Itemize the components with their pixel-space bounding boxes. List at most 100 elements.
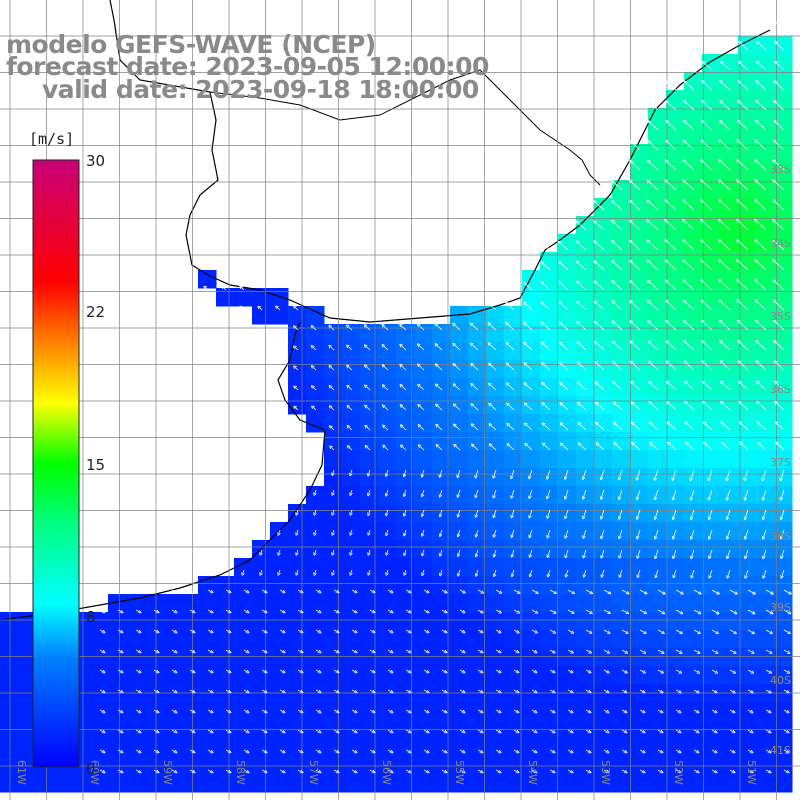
wind-cell bbox=[774, 144, 793, 163]
wind-cell bbox=[234, 648, 253, 667]
wind-cell bbox=[288, 612, 307, 631]
wind-arrow bbox=[351, 509, 352, 514]
wind-arrow bbox=[684, 181, 695, 191]
wind-arrow bbox=[333, 489, 334, 494]
wind-arrow bbox=[693, 649, 699, 653]
wind-arrow bbox=[655, 509, 659, 518]
wind-arrow bbox=[578, 302, 587, 311]
wind-arrow bbox=[423, 589, 428, 592]
wind-arrow bbox=[369, 529, 370, 534]
wind-arrow bbox=[542, 283, 551, 291]
wind-cell bbox=[90, 774, 109, 793]
wind-arrow bbox=[512, 509, 515, 517]
wind-arrow bbox=[422, 469, 425, 476]
wind-arrow bbox=[583, 489, 587, 498]
wind-cell bbox=[594, 288, 613, 307]
wind-cell bbox=[252, 702, 271, 721]
wind-cell bbox=[738, 756, 757, 775]
wind-arrow bbox=[440, 469, 443, 476]
wind-cell bbox=[774, 756, 793, 775]
wind-cell bbox=[738, 450, 757, 469]
wind-cell bbox=[126, 702, 145, 721]
wind-arrow bbox=[279, 669, 284, 672]
wind-arrow bbox=[189, 749, 194, 752]
wind-cell bbox=[612, 450, 631, 469]
wind-cell bbox=[702, 252, 721, 271]
wind-arrow bbox=[369, 749, 374, 752]
wind-cell bbox=[666, 324, 685, 343]
wind-arrow bbox=[549, 709, 554, 712]
wind-arrow bbox=[477, 609, 482, 612]
wind-arrow bbox=[774, 281, 785, 291]
wind-cell bbox=[558, 450, 577, 469]
wind-arrow bbox=[632, 403, 641, 411]
wind-arrow bbox=[153, 749, 158, 752]
wind-cell bbox=[720, 126, 739, 145]
wind-arrow bbox=[494, 569, 497, 575]
wind-cell bbox=[432, 576, 451, 595]
wind-arrow bbox=[153, 609, 158, 612]
wind-arrow bbox=[419, 365, 425, 371]
wind-cell bbox=[684, 450, 703, 469]
wind-arrow bbox=[333, 629, 338, 632]
wind-arrow bbox=[369, 629, 374, 632]
wind-arrow bbox=[657, 589, 664, 593]
lon-label: 52W bbox=[672, 760, 685, 785]
wind-arrow bbox=[383, 345, 389, 351]
wind-cell bbox=[702, 774, 721, 793]
wind-arrow bbox=[702, 241, 713, 251]
lon-label: 61W bbox=[15, 760, 28, 785]
wind-arrow bbox=[507, 323, 515, 331]
wind-cell bbox=[702, 648, 721, 667]
wind-arrow bbox=[153, 729, 158, 732]
wind-cell bbox=[666, 468, 685, 487]
wind-cell bbox=[324, 450, 343, 469]
wind-cell bbox=[576, 234, 595, 253]
wind-cell bbox=[522, 414, 541, 433]
wind-cell bbox=[144, 702, 163, 721]
wind-cell bbox=[270, 540, 289, 559]
wind-cell bbox=[108, 702, 127, 721]
wind-arrow bbox=[621, 689, 626, 692]
wind-cell bbox=[540, 738, 559, 757]
wind-arrow bbox=[495, 729, 500, 732]
wind-cell bbox=[540, 774, 559, 793]
wind-cell bbox=[486, 396, 505, 415]
wind-arrow bbox=[315, 669, 320, 672]
wind-cell bbox=[522, 432, 541, 451]
wind-arrow bbox=[297, 729, 302, 732]
wind-arrow bbox=[783, 629, 789, 633]
wind-arrow bbox=[704, 443, 713, 451]
wind-arrow bbox=[745, 489, 749, 499]
wind-arrow bbox=[531, 689, 536, 692]
wind-cell bbox=[630, 342, 649, 361]
wind-cell bbox=[450, 432, 469, 451]
wind-arrow bbox=[386, 509, 388, 515]
wind-cell bbox=[702, 594, 721, 613]
wind-arrow bbox=[333, 729, 338, 732]
wind-cell bbox=[576, 612, 595, 631]
wind-cell bbox=[252, 576, 271, 595]
wind-cell bbox=[378, 450, 397, 469]
wind-cell bbox=[558, 612, 577, 631]
wind-arrow bbox=[333, 669, 338, 672]
wind-cell bbox=[756, 486, 775, 505]
wind-cell bbox=[324, 540, 343, 559]
wind-arrow bbox=[685, 342, 695, 351]
wind-cell bbox=[540, 558, 559, 577]
wind-cell bbox=[702, 198, 721, 217]
wind-cell bbox=[414, 774, 433, 793]
wind-cell bbox=[342, 774, 361, 793]
wind-cell bbox=[450, 324, 469, 343]
wind-arrow bbox=[650, 403, 659, 411]
wind-cell bbox=[594, 450, 613, 469]
wind-arrow bbox=[721, 82, 731, 91]
wind-arrow bbox=[745, 509, 749, 518]
wind-arrow bbox=[602, 569, 605, 576]
wind-cell bbox=[738, 702, 757, 721]
wind-arrow bbox=[531, 629, 536, 632]
wind-cell bbox=[630, 234, 649, 253]
wind-cell bbox=[468, 648, 487, 667]
wind-cell bbox=[558, 648, 577, 667]
wind-arrow bbox=[476, 529, 479, 536]
